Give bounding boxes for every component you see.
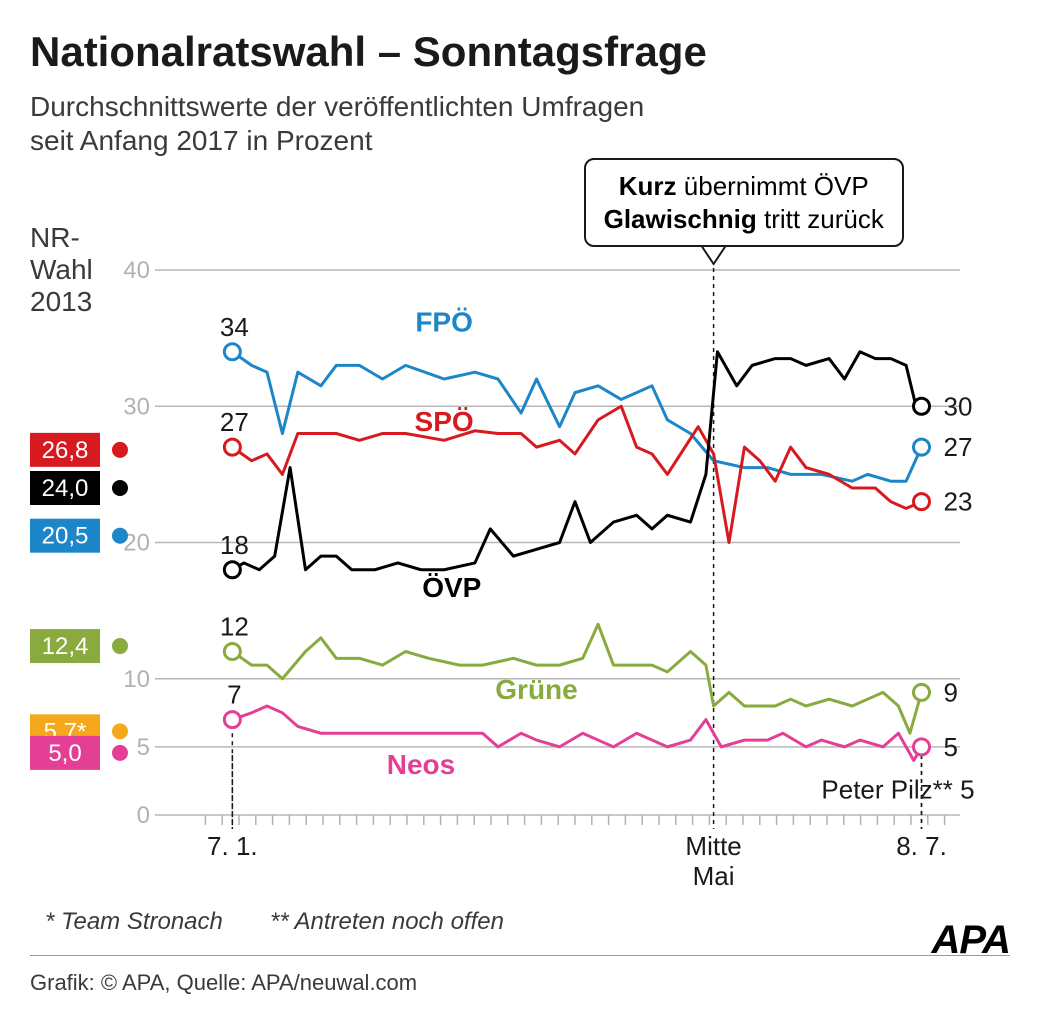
svg-text:Grüne: Grüne — [495, 674, 577, 705]
chart: 05102030407. 1.MitteMai8. 7.3427FPÖ2723S… — [0, 0, 1040, 1018]
divider — [30, 955, 1010, 956]
svg-text:12,4: 12,4 — [42, 633, 89, 660]
svg-text:30: 30 — [123, 393, 150, 420]
svg-text:20,5: 20,5 — [42, 523, 89, 550]
svg-text:ÖVP: ÖVP — [422, 572, 481, 603]
svg-text:5: 5 — [944, 732, 958, 762]
svg-text:27: 27 — [944, 432, 973, 462]
svg-text:30: 30 — [944, 391, 973, 421]
callout-l2: Glawischnig tritt zurück — [604, 204, 884, 234]
svg-text:8. 7.: 8. 7. — [896, 831, 947, 861]
svg-text:18: 18 — [220, 530, 249, 560]
svg-text:34: 34 — [220, 312, 249, 342]
svg-text:Neos: Neos — [387, 749, 455, 780]
series-oevp — [232, 352, 921, 570]
footnote-2: ** Antreten noch offen — [270, 908, 504, 936]
svg-text:24,0: 24,0 — [42, 475, 89, 502]
svg-text:9: 9 — [944, 677, 958, 707]
footnote-1: * Team Stronach — [45, 908, 223, 936]
svg-text:26,8: 26,8 — [42, 437, 89, 464]
svg-text:SPÖ: SPÖ — [415, 406, 474, 437]
series-fpoe — [232, 352, 921, 481]
svg-text:FPÖ: FPÖ — [415, 306, 473, 337]
svg-text:0: 0 — [137, 802, 150, 829]
svg-text:23: 23 — [944, 487, 973, 517]
callout-box: Kurz übernimmt ÖVP Glawischnig tritt zur… — [584, 158, 904, 247]
svg-text:10: 10 — [123, 666, 150, 693]
callout-l1: Kurz übernimmt ÖVP — [619, 171, 869, 201]
svg-text:Peter Pilz** 5: Peter Pilz** 5 — [821, 775, 974, 805]
svg-text:Mai: Mai — [693, 861, 735, 891]
svg-text:5,0: 5,0 — [48, 740, 81, 767]
svg-text:40: 40 — [123, 257, 150, 284]
svg-text:5: 5 — [137, 734, 150, 761]
svg-text:Mitte: Mitte — [685, 831, 741, 861]
credit-line: Grafik: © APA, Quelle: APA/neuwal.com — [30, 970, 417, 996]
apa-logo: APA — [932, 918, 1010, 963]
svg-text:27: 27 — [220, 407, 249, 437]
series-neos — [232, 706, 921, 761]
svg-text:7. 1.: 7. 1. — [207, 831, 258, 861]
svg-text:7: 7 — [227, 680, 241, 710]
svg-text:12: 12 — [220, 612, 249, 642]
